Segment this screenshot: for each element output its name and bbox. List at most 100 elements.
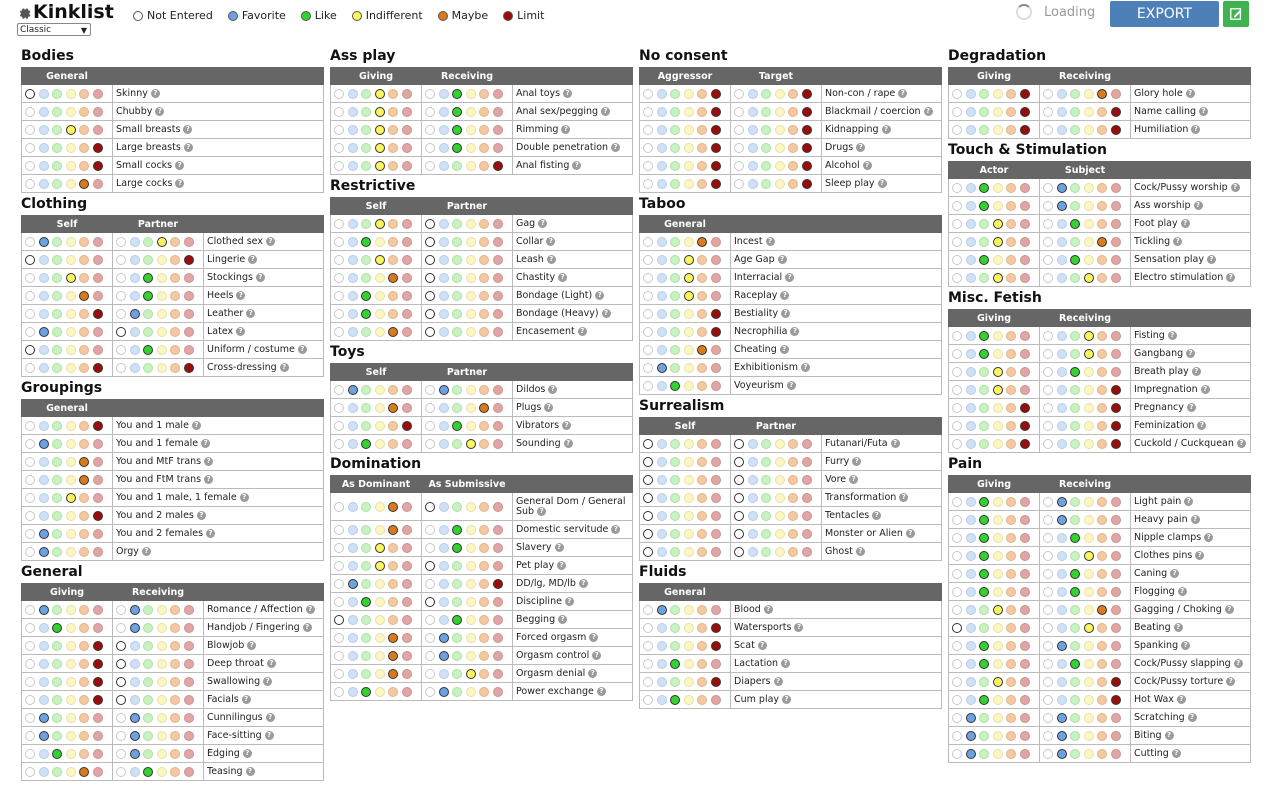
choice-dot[interactable] — [452, 272, 463, 283]
choice-dot[interactable] — [761, 456, 772, 467]
choice-dot[interactable] — [656, 546, 667, 557]
choice-dot[interactable] — [170, 290, 181, 301]
choice-dot[interactable] — [1070, 420, 1081, 431]
choice-dot[interactable] — [1097, 604, 1108, 615]
choice-dot[interactable] — [388, 124, 399, 135]
choice-dot[interactable] — [401, 420, 412, 431]
choice-dot[interactable] — [79, 712, 90, 723]
choice-dot[interactable] — [697, 308, 708, 319]
choice-dot[interactable] — [656, 510, 667, 521]
choice-dot[interactable] — [952, 182, 962, 193]
choice-dot[interactable] — [65, 88, 76, 99]
help-icon[interactable]: ? — [801, 363, 810, 372]
choice-dot[interactable] — [116, 640, 126, 651]
choice-dot[interactable] — [656, 604, 667, 615]
choice-dot[interactable] — [697, 658, 708, 669]
choice-dot[interactable] — [143, 694, 154, 705]
choice-dot[interactable] — [479, 632, 490, 643]
help-icon[interactable]: ? — [196, 511, 206, 520]
choice-dot[interactable] — [156, 362, 167, 373]
choice-dot[interactable] — [1110, 748, 1121, 759]
help-icon[interactable]: ? — [141, 547, 151, 556]
help-icon[interactable]: ? — [852, 457, 862, 466]
choice-dot[interactable] — [183, 730, 194, 741]
choice-dot[interactable] — [401, 254, 412, 265]
choice-dot[interactable] — [952, 236, 962, 247]
choice-dot[interactable] — [361, 560, 372, 571]
choice-dot[interactable] — [116, 712, 126, 723]
choice-dot[interactable] — [670, 622, 681, 633]
choice-dot[interactable] — [401, 290, 412, 301]
choice-dot[interactable] — [425, 142, 435, 153]
help-icon[interactable]: ? — [1170, 569, 1180, 578]
help-icon[interactable]: ? — [245, 767, 255, 776]
choice-dot[interactable] — [65, 178, 76, 189]
choice-dot[interactable] — [347, 308, 358, 319]
choice-dot[interactable] — [952, 272, 962, 283]
choice-dot[interactable] — [1043, 730, 1053, 741]
help-icon[interactable]: ? — [1187, 713, 1197, 722]
choice-dot[interactable] — [452, 596, 463, 607]
help-icon[interactable]: ? — [899, 493, 909, 502]
choice-dot[interactable] — [1083, 254, 1094, 265]
choice-dot[interactable] — [465, 106, 476, 117]
choice-dot[interactable] — [697, 254, 708, 265]
choice-dot[interactable] — [452, 632, 463, 643]
choice-dot[interactable] — [361, 438, 372, 449]
choice-dot[interactable] — [183, 640, 194, 651]
choice-dot[interactable] — [1083, 694, 1094, 705]
choice-dot[interactable] — [747, 474, 758, 485]
choice-dot[interactable] — [1097, 384, 1108, 395]
choice-dot[interactable] — [1070, 640, 1081, 651]
choice-dot[interactable] — [643, 640, 653, 651]
choice-dot[interactable] — [979, 586, 990, 597]
choice-dot[interactable] — [492, 124, 503, 135]
choice-dot[interactable] — [25, 290, 35, 301]
choice-dot[interactable] — [79, 142, 90, 153]
choice-dot[interactable] — [361, 524, 372, 535]
choice-dot[interactable] — [38, 88, 49, 99]
choice-dot[interactable] — [156, 272, 167, 283]
choice-dot[interactable] — [438, 668, 449, 679]
choice-dot[interactable] — [1019, 348, 1030, 359]
choice-dot[interactable] — [79, 640, 90, 651]
choice-dot[interactable] — [38, 766, 49, 777]
help-icon[interactable]: ? — [183, 143, 193, 152]
choice-dot[interactable] — [438, 236, 449, 247]
choice-dot[interactable] — [347, 560, 358, 571]
choice-dot[interactable] — [79, 290, 90, 301]
choice-dot[interactable] — [979, 532, 990, 543]
choice-dot[interactable] — [38, 106, 49, 117]
choice-dot[interactable] — [388, 578, 399, 589]
choice-dot[interactable] — [965, 730, 976, 741]
choice-dot[interactable] — [492, 438, 503, 449]
choice-dot[interactable] — [1019, 384, 1030, 395]
choice-dot[interactable] — [1006, 124, 1017, 135]
choice-dot[interactable] — [979, 420, 990, 431]
choice-dot[interactable] — [952, 676, 962, 687]
choice-dot[interactable] — [374, 542, 385, 553]
choice-dot[interactable] — [965, 182, 976, 193]
choice-dot[interactable] — [334, 438, 344, 449]
choice-dot[interactable] — [952, 88, 962, 99]
choice-dot[interactable] — [1083, 330, 1094, 341]
choice-dot[interactable] — [774, 88, 785, 99]
choice-dot[interactable] — [52, 344, 63, 355]
choice-dot[interactable] — [65, 106, 76, 117]
choice-dot[interactable] — [1110, 550, 1121, 561]
choice-dot[interactable] — [643, 528, 653, 539]
choice-dot[interactable] — [183, 604, 194, 615]
choice-dot[interactable] — [92, 362, 103, 373]
choice-dot[interactable] — [1097, 236, 1108, 247]
choice-dot[interactable] — [65, 510, 76, 521]
help-icon[interactable]: ? — [191, 421, 201, 430]
choice-dot[interactable] — [1083, 348, 1094, 359]
choice-dot[interactable] — [25, 474, 35, 485]
choice-dot[interactable] — [1043, 124, 1053, 135]
choice-dot[interactable] — [438, 650, 449, 661]
choice-dot[interactable] — [1097, 532, 1108, 543]
choice-dot[interactable] — [38, 124, 49, 135]
choice-dot[interactable] — [683, 236, 694, 247]
choice-dot[interactable] — [129, 290, 140, 301]
choice-dot[interactable] — [143, 308, 154, 319]
